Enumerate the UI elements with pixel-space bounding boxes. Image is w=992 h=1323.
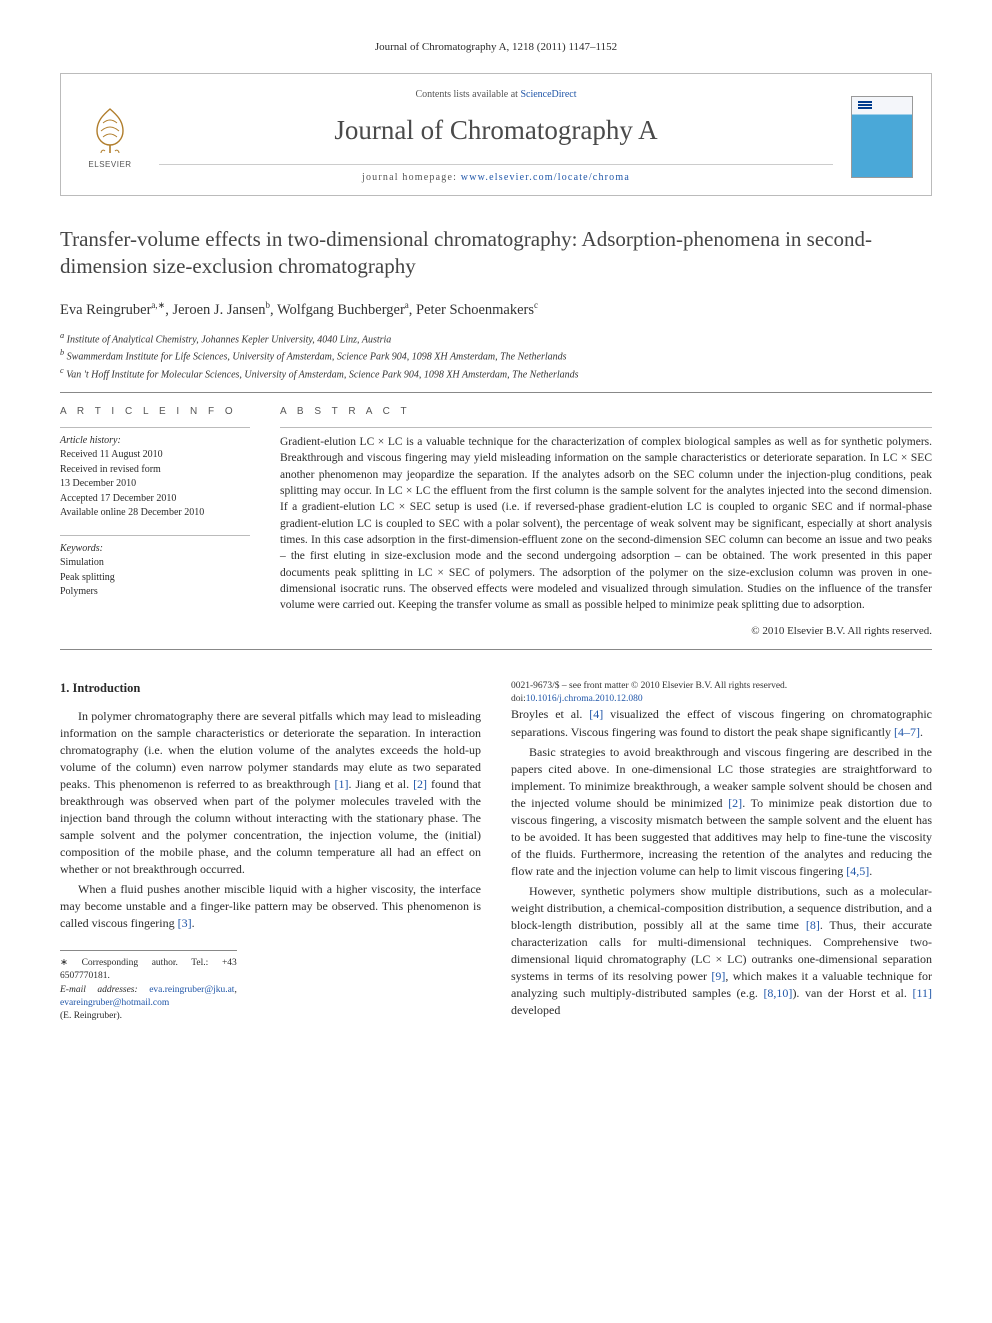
doi-prefix: doi: <box>511 694 526 704</box>
abstract-copyright: © 2010 Elsevier B.V. All rights reserved… <box>280 624 932 639</box>
keywords-block: Keywords: Simulation Peak splitting Poly… <box>60 542 250 600</box>
body-paragraph: Broyles et al. [4] visualized the effect… <box>511 706 932 740</box>
article-info-heading: A R T I C L E I N F O <box>60 405 250 419</box>
contents-prefix: Contents lists available at <box>415 89 520 100</box>
journal-name: Journal of Chromatography A <box>159 112 833 150</box>
affiliation-b: b Swammerdam Institute for Life Sciences… <box>60 347 932 364</box>
history-line: Received in revised form <box>60 463 250 478</box>
thin-divider <box>60 535 250 536</box>
abstract-column: A B S T R A C T Gradient-elution LC × LC… <box>280 405 932 639</box>
keyword: Polymers <box>60 585 250 600</box>
issn-copyright-line: 0021-9673/$ – see front matter © 2010 El… <box>511 680 932 693</box>
body-two-column: 1. Introduction In polymer chromatograph… <box>60 680 932 1031</box>
email-link[interactable]: eva.reingruber@jku.at <box>149 985 234 995</box>
sciencedirect-link[interactable]: ScienceDirect <box>520 89 576 100</box>
history-line: Accepted 17 December 2010 <box>60 492 250 507</box>
elsevier-tree-icon <box>83 103 137 157</box>
email-label: E-mail addresses: <box>60 985 138 995</box>
corr-author-tel: ∗ Corresponding author. Tel.: +43 650777… <box>60 957 237 984</box>
affiliations: a Institute of Analytical Chemistry, Joh… <box>60 330 932 382</box>
abstract-text: Gradient-elution LC × LC is a valuable t… <box>280 434 932 614</box>
corresponding-author-footnote: ∗ Corresponding author. Tel.: +43 650777… <box>60 950 237 1023</box>
affiliation-a: a Institute of Analytical Chemistry, Joh… <box>60 330 932 347</box>
email-link[interactable]: evareingruber@hotmail.com <box>60 998 169 1008</box>
history-line: Available online 28 December 2010 <box>60 506 250 521</box>
body-paragraph: In polymer chromatography there are seve… <box>60 708 481 878</box>
abstract-heading: A B S T R A C T <box>280 405 932 419</box>
homepage-prefix: journal homepage: <box>362 172 461 183</box>
affiliation-c: c Van 't Hoff Institute for Molecular Sc… <box>60 365 932 382</box>
history-line: 13 December 2010 <box>60 477 250 492</box>
bottom-meta: 0021-9673/$ – see front matter © 2010 El… <box>511 680 932 707</box>
thin-divider <box>280 427 932 428</box>
journal-header-box: ELSEVIER Contents lists available at Sci… <box>60 73 932 196</box>
divider <box>60 649 932 650</box>
contents-available-line: Contents lists available at ScienceDirec… <box>159 88 833 102</box>
top-citation: Journal of Chromatography A, 1218 (2011)… <box>60 40 932 55</box>
article-info-column: A R T I C L E I N F O Article history: R… <box>60 405 250 639</box>
corr-author-email-line: E-mail addresses: eva.reingruber@jku.at,… <box>60 984 237 1011</box>
keyword: Peak splitting <box>60 571 250 586</box>
body-paragraph: However, synthetic polymers show multipl… <box>511 883 932 1019</box>
info-abstract-row: A R T I C L E I N F O Article history: R… <box>60 405 932 639</box>
keyword: Simulation <box>60 556 250 571</box>
author-list: Eva Reingrubera,∗, Jeroen J. Jansenb, Wo… <box>60 299 932 320</box>
article-history-label: Article history: <box>60 434 250 449</box>
publisher-name: ELSEVIER <box>88 159 131 170</box>
homepage-link[interactable]: www.elsevier.com/locate/chroma <box>461 172 630 183</box>
history-line: Received 11 August 2010 <box>60 448 250 463</box>
article-title: Transfer-volume effects in two-dimension… <box>60 226 932 281</box>
thin-divider <box>60 427 250 428</box>
journal-header-center: Contents lists available at ScienceDirec… <box>159 88 833 185</box>
corr-author-name: (E. Reingruber). <box>60 1010 237 1023</box>
elsevier-logo: ELSEVIER <box>79 103 141 170</box>
divider <box>60 392 932 393</box>
journal-cover-thumb <box>851 96 913 178</box>
keywords-label: Keywords: <box>60 542 250 557</box>
section-heading-introduction: 1. Introduction <box>60 680 481 698</box>
body-paragraph: When a fluid pushes another miscible liq… <box>60 881 481 932</box>
article-history-block: Article history: Received 11 August 2010… <box>60 434 250 521</box>
body-paragraph: Basic strategies to avoid breakthrough a… <box>511 744 932 880</box>
doi-line: doi:10.1016/j.chroma.2010.12.080 <box>511 693 932 706</box>
journal-homepage-line: journal homepage: www.elsevier.com/locat… <box>159 164 833 185</box>
doi-link[interactable]: 10.1016/j.chroma.2010.12.080 <box>526 694 643 704</box>
